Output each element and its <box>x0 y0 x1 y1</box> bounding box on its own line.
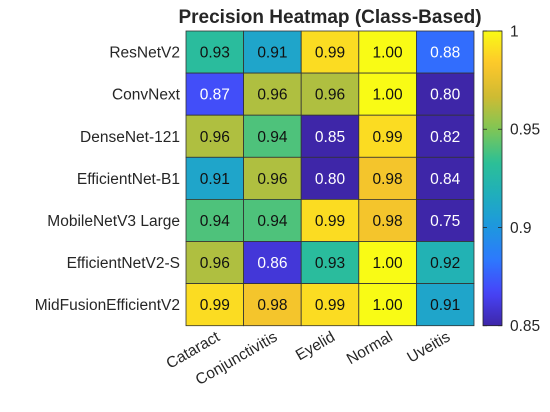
cell-value-label-r2-c2: 0.85 <box>315 129 345 146</box>
cell-value-label-r6-c3: 1.00 <box>373 297 404 314</box>
cell-value-label-r0-c0: 0.93 <box>200 45 230 62</box>
cell-value-label-r2-c3: 0.99 <box>373 129 403 146</box>
cell-value-label-r0-c4: 0.88 <box>430 45 460 62</box>
row-label-1: ConvNext <box>112 87 181 104</box>
cell-value-label-r4-c0: 0.94 <box>200 213 231 230</box>
column-label-2: Eyelid <box>293 328 338 364</box>
row-label-0: ResNetV2 <box>109 45 180 62</box>
heatmap-cell-r3-c1 <box>243 156 302 200</box>
cell-value-label-r1-c0: 0.87 <box>200 87 230 104</box>
row-labels: ResNetV2 ConvNext DenseNet-121 EfficientNet… <box>35 45 181 315</box>
heatmap-cells: 0.93 0.91 0.99 1.00 0.88 0.87 0.96 0.96 1.00 0.80… <box>185 30 475 327</box>
cell-value-label-r1-c2: 0.96 <box>315 87 345 104</box>
cell-value-label-r2-c4: 0.82 <box>430 129 460 146</box>
row-label-5: EfficientNetV2-S <box>67 255 180 272</box>
colorbar-tick-label-2: 0.95 <box>510 122 540 139</box>
colorbar-tick-label-1: 0.9 <box>510 220 532 237</box>
cell-value-label-r0-c1: 0.91 <box>257 45 287 62</box>
heatmap-cell-r3-c4 <box>415 156 475 200</box>
cell-value-label-r4-c3: 0.98 <box>373 213 403 230</box>
cell-value-label-r6-c4: 0.91 <box>430 297 460 314</box>
heatmap-cell-r1-c0 <box>185 72 244 116</box>
heatmap-cell-r6-c0 <box>185 283 244 327</box>
cell-value-label-r5-c3: 1.00 <box>373 255 404 272</box>
row-label-2: DenseNet-121 <box>80 129 180 146</box>
heatmap-cell-r3-c2 <box>300 156 360 200</box>
colorbar-gradient <box>482 30 503 327</box>
cell-value-label-r5-c2: 0.93 <box>315 255 345 272</box>
cell-value-label-r3-c3: 0.98 <box>373 171 403 188</box>
cell-value-label-r1-c4: 0.80 <box>430 87 461 104</box>
heatmap-cell-r0-c1 <box>243 30 302 74</box>
cell-value-label-r3-c0: 0.91 <box>200 171 230 188</box>
heatmap-cell-r5-c1 <box>243 241 302 284</box>
colorbar: 0.85 0.9 0.95 1 <box>482 24 540 335</box>
cell-value-label-r2-c1: 0.94 <box>257 129 288 146</box>
cell-value-label-r6-c1: 0.98 <box>257 297 287 314</box>
heatmap-cell-r5-c4 <box>415 241 475 284</box>
heatmap-cell-r4-c0 <box>185 198 244 242</box>
cell-value-label-r4-c4: 0.75 <box>430 213 460 230</box>
cell-value-label-r2-c0: 0.96 <box>200 129 230 146</box>
heatmap-cell-r6-c4 <box>415 283 475 327</box>
cell-value-label-r0-c3: 1.00 <box>373 45 404 62</box>
colorbar-tick-label-3: 1 <box>510 24 519 41</box>
cell-value-label-r6-c0: 0.99 <box>200 297 230 314</box>
heatmap-cell-r1-c2 <box>300 72 360 116</box>
row-label-6: MidFusionEfficientV2 <box>35 297 180 314</box>
cell-value-label-r1-c3: 1.00 <box>373 87 404 104</box>
cell-value-label-r4-c2: 0.99 <box>315 213 345 230</box>
cell-value-label-r3-c1: 0.96 <box>257 171 287 188</box>
heatmap-cell-r5-c2 <box>300 241 360 284</box>
cell-value-label-r0-c2: 0.99 <box>315 45 345 62</box>
heatmap-cell-r1-c4 <box>415 72 475 116</box>
cell-value-label-r3-c4: 0.84 <box>430 171 461 188</box>
heatmap-cell-r5-c3 <box>358 241 417 284</box>
cell-value-label-r1-c1: 0.96 <box>257 87 287 104</box>
cell-value-label-r5-c0: 0.96 <box>200 255 230 272</box>
row-label-3: EfficientNet-B1 <box>77 171 180 188</box>
chart-title: Precision Heatmap (Class-Based) <box>178 7 481 28</box>
heatmap-cell-r2-c1 <box>243 114 302 158</box>
cell-value-label-r5-c4: 0.92 <box>430 255 460 272</box>
heatmap-cell-r2-c3 <box>358 114 417 158</box>
row-label-4: MobileNetV3 Large <box>47 213 180 230</box>
cell-value-label-r3-c2: 0.80 <box>315 171 346 188</box>
colorbar-tick-label-0: 0.85 <box>510 318 540 335</box>
heatmap-cell-r6-c3 <box>358 283 417 327</box>
heatmap-cell-r4-c4 <box>415 198 475 242</box>
heatmap-cell-r0-c0 <box>185 30 244 74</box>
column-label-4: Uveitis <box>404 328 453 366</box>
heatmap-cell-r0-c2 <box>300 30 360 74</box>
heatmap-cell-r3-c3 <box>358 156 417 200</box>
cell-value-label-r6-c2: 0.99 <box>315 297 345 314</box>
heatmap-cell-r4-c1 <box>243 198 302 242</box>
cell-value-label-r4-c1: 0.94 <box>257 213 288 230</box>
heatmap-cell-r4-c2 <box>300 198 360 242</box>
column-label-3: Normal <box>344 328 396 368</box>
heatmap-cell-r3-c0 <box>185 156 244 200</box>
cell-value-label-r5-c1: 0.86 <box>257 255 287 272</box>
